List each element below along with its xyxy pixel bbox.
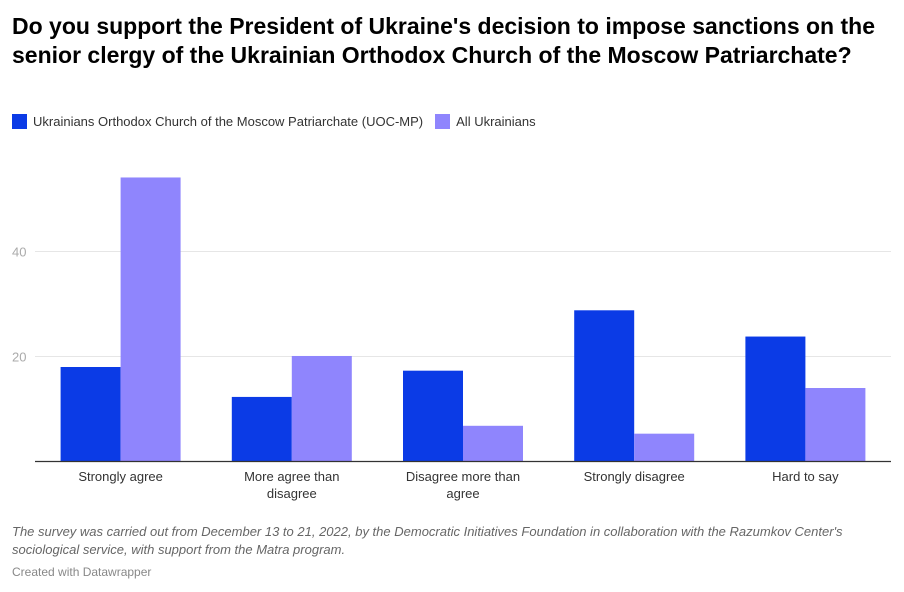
x-category-label-4: Hard to say xyxy=(772,469,839,484)
y-tick-label-20: 20 xyxy=(12,350,26,365)
legend-label-uoc-mp: Ukrainians Orthodox Church of the Moscow… xyxy=(33,114,424,129)
bar-chart: 20 40 Strongly agree More agree than disagre… xyxy=(12,177,891,501)
bar-uoc-mp-2 xyxy=(403,370,463,462)
x-category-label-0: Strongly agree xyxy=(78,469,163,484)
bar-uoc-mp-1 xyxy=(231,396,292,462)
legend: Ukrainians Orthodox Church of the Moscow… xyxy=(12,114,548,129)
y-tick-label-40: 40 xyxy=(12,245,26,260)
bar-all-ukrainians-4 xyxy=(805,388,866,462)
legend-swatch-uoc-mp xyxy=(12,114,27,129)
chart-notes: The survey was carried out from December… xyxy=(12,524,843,557)
x-category-label-2: Disagree more than agree xyxy=(406,469,520,501)
bar-all-ukrainians-1 xyxy=(291,355,352,462)
legend-swatch-all-ukrainians xyxy=(435,114,451,129)
legend-item-uoc-mp: Ukrainians Orthodox Church of the Moscow… xyxy=(12,114,423,129)
x-category-label-3: Strongly disagree xyxy=(584,469,685,484)
bar-uoc-mp-3 xyxy=(574,310,635,462)
bar-uoc-mp-0 xyxy=(60,367,121,462)
bar-all-ukrainians-3 xyxy=(634,433,695,462)
bar-uoc-mp-4 xyxy=(745,336,806,462)
legend-item-all-ukrainians: All Ukrainians xyxy=(435,114,536,129)
chart-title: Do you support the President of Ukraine'… xyxy=(12,13,875,68)
credit-link[interactable]: Created with Datawrapper xyxy=(12,565,152,579)
bar-all-ukrainians-0 xyxy=(120,177,181,462)
x-category-label-1: More agree than disagree xyxy=(244,469,339,501)
bar-all-ukrainians-2 xyxy=(463,425,523,462)
legend-label-all-ukrainians: All Ukrainians xyxy=(456,114,536,129)
